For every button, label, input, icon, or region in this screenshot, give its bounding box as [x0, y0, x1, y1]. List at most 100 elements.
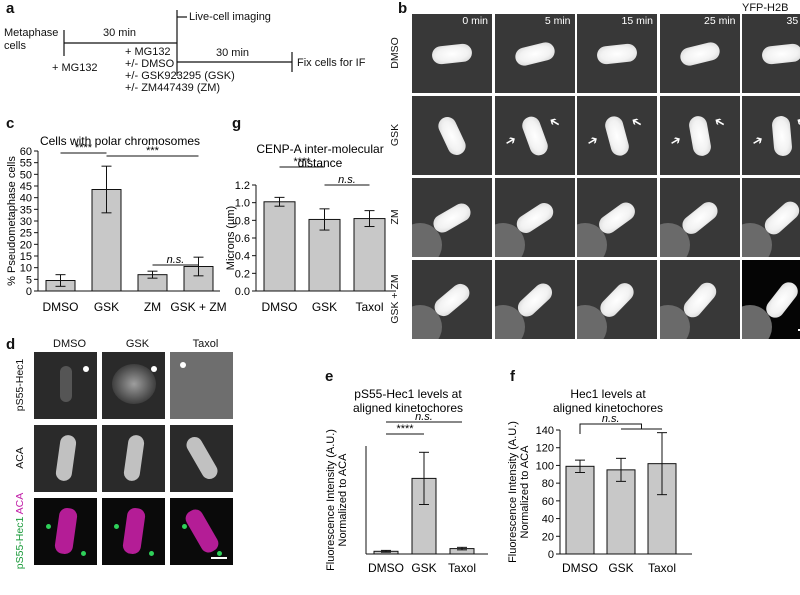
chromosome-plate	[431, 42, 473, 65]
y-tick-label: 60	[20, 146, 32, 158]
x-tick-label: GSK	[94, 300, 119, 314]
ps55-signal	[59, 366, 72, 402]
panel-b-label: b	[398, 0, 408, 17]
row-label: pS55-Hec1	[14, 358, 26, 411]
chromosome-plate	[519, 113, 550, 158]
chart-title: Cells with polar chromosomes	[40, 134, 200, 148]
micrograph-tile	[412, 260, 492, 339]
kinetochore-cluster	[122, 434, 145, 482]
chromosome-plate	[512, 39, 557, 68]
aca-signal	[121, 506, 146, 556]
aca-signal	[182, 506, 221, 556]
y-tick-label: 0.2	[235, 268, 250, 280]
panel-g-label: g	[232, 115, 242, 132]
chart-title: aligned kinetochores	[353, 401, 463, 415]
y-tick-label: 55	[20, 158, 32, 170]
micrograph-tile: 35 min	[742, 14, 800, 93]
chromosome-plate	[596, 42, 638, 65]
significance-label: n.s.	[167, 254, 185, 266]
x-tick-label: ZM	[144, 300, 161, 314]
ps55-dot	[114, 524, 119, 529]
panel-d-label: d	[6, 336, 16, 353]
row-label: ACA	[14, 446, 26, 469]
significance-label: ****	[396, 423, 414, 435]
micrograph-tile	[170, 425, 233, 492]
y-tick-label: 140	[536, 425, 554, 437]
significance-label: n.s.	[415, 411, 433, 423]
scale-bar	[211, 557, 227, 559]
channel-label: YFP-H2B	[742, 2, 789, 14]
ps55-dot	[81, 551, 86, 556]
treatment-item: +/- DMSO	[125, 58, 175, 70]
chromosome-plate	[603, 113, 631, 158]
x-tick-label: DMSO	[562, 561, 598, 575]
aca-signal	[53, 506, 78, 556]
x-tick-label: GSK	[411, 561, 436, 575]
panel-c-label: c	[6, 115, 15, 132]
merge-label-magenta: ACA	[14, 492, 26, 514]
micrograph-tile	[412, 96, 492, 175]
bar	[606, 469, 636, 555]
ps55-signal	[111, 364, 156, 404]
micrograph-tile	[577, 178, 657, 257]
scale-bar	[798, 329, 800, 331]
timepoint-label: 25 min	[703, 15, 736, 27]
x-tick-label: GSK	[312, 300, 337, 314]
kinetochore-cluster	[183, 434, 220, 482]
y-tick-label: 10	[20, 263, 32, 275]
micrograph-tile	[577, 260, 657, 339]
second-interval-label: 30 min	[216, 47, 250, 59]
y-tick-label: 100	[536, 460, 554, 472]
significance-label: n.s.	[602, 413, 620, 425]
y-tick-label: 40	[20, 193, 32, 205]
y-axis-label: Normalized to ACA	[519, 445, 531, 539]
y-tick-label: 0.6	[235, 233, 250, 245]
timepoint-label: 0 min	[462, 15, 488, 27]
x-tick-label: Taxol	[648, 561, 676, 575]
first-interval-label: 30 min	[103, 27, 137, 39]
micrograph-tile: 25 min	[659, 14, 740, 93]
y-tick-label: 45	[20, 181, 32, 193]
ps55-dot	[149, 551, 154, 556]
timepoint-label: 15 min	[621, 15, 653, 27]
chromosome-plate	[687, 114, 712, 157]
y-tick-label: 0.0	[235, 286, 250, 298]
arrow-icon: ➔	[748, 131, 766, 150]
merge-row-label: pS55-Hec1 ACA	[14, 491, 26, 571]
micrograph-tile	[659, 260, 740, 339]
micrograph-tile	[34, 425, 97, 492]
centrosome-dot	[180, 362, 186, 368]
x-tick-label: DMSO	[43, 300, 79, 314]
treatment-item: +/- ZM447439 (ZM)	[125, 82, 221, 94]
x-tick-label: Taxol	[448, 561, 476, 575]
y-tick-label: 20	[542, 531, 554, 543]
arrow-icon: ➔	[501, 131, 519, 150]
x-tick-label: DMSO	[368, 561, 404, 575]
chromosome-plate	[677, 39, 722, 68]
chromosome-plate	[435, 113, 469, 158]
y-tick-label: 1.0	[235, 198, 250, 210]
treatment-item: +/- GSK923295 (GSK)	[125, 70, 235, 82]
merge-label-green: pS55-Hec1	[14, 516, 26, 569]
y-tick-label: 20	[20, 239, 32, 251]
micrograph-tile: 15 min	[577, 14, 657, 93]
x-tick-label: Taxol	[355, 300, 383, 314]
treatment-item: + MG132	[125, 46, 171, 58]
timepoint-label: 35 min	[786, 15, 800, 27]
micrograph-tile	[34, 352, 97, 419]
chart-polar-chromosomes: Cells with polar chromosomes % Pseudometa…	[6, 134, 227, 314]
arrow-icon: ➔	[583, 131, 601, 150]
chart-title: Hec1 levels at	[570, 387, 646, 401]
arrow-icon: ➔	[545, 113, 563, 132]
micrograph-tile	[102, 498, 165, 565]
micrograph-tile	[170, 498, 233, 565]
ps55-dot	[182, 524, 187, 529]
y-axis-label: Normalized to ACA	[337, 453, 349, 547]
micrograph-tile: ➔ ➔	[659, 96, 740, 175]
timeline-diagram	[63, 10, 293, 76]
y-tick-label: 0	[548, 549, 554, 561]
micrograph-tile	[412, 178, 492, 257]
bar	[308, 218, 341, 292]
micrograph-tile	[659, 178, 740, 257]
